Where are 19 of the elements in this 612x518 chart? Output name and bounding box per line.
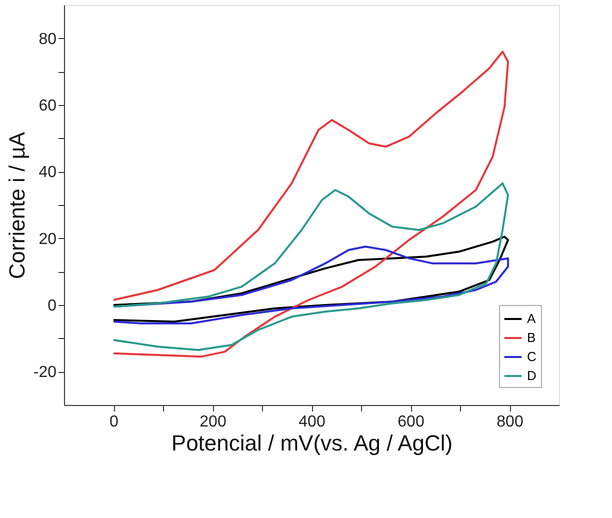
y-tick-label: 0 bbox=[48, 298, 57, 314]
x-axis-title: Potencial / mV(vs. Ag / AgCl) bbox=[171, 430, 453, 456]
x-tick-label: 600 bbox=[398, 414, 424, 430]
y-tick-label: 60 bbox=[38, 98, 57, 114]
legend-label: A bbox=[527, 311, 536, 326]
y-axis-title: Corriente i / µA bbox=[4, 132, 30, 280]
x-tick-label: 200 bbox=[200, 414, 226, 430]
line-series bbox=[112, 182, 510, 351]
line-series bbox=[112, 50, 510, 358]
x-tick-label: 800 bbox=[496, 414, 524, 430]
x-tick-label: 400 bbox=[298, 414, 326, 430]
y-tick-label: 20 bbox=[38, 230, 57, 248]
legend-label: D bbox=[527, 368, 536, 383]
legend-label: C bbox=[527, 349, 536, 364]
x-tick-label: 0 bbox=[110, 414, 119, 430]
y-tick-label: -20 bbox=[33, 364, 57, 382]
y-tick-label: 40 bbox=[38, 164, 57, 182]
legend-label: B bbox=[527, 330, 536, 345]
y-tick-label: 80 bbox=[38, 30, 57, 48]
